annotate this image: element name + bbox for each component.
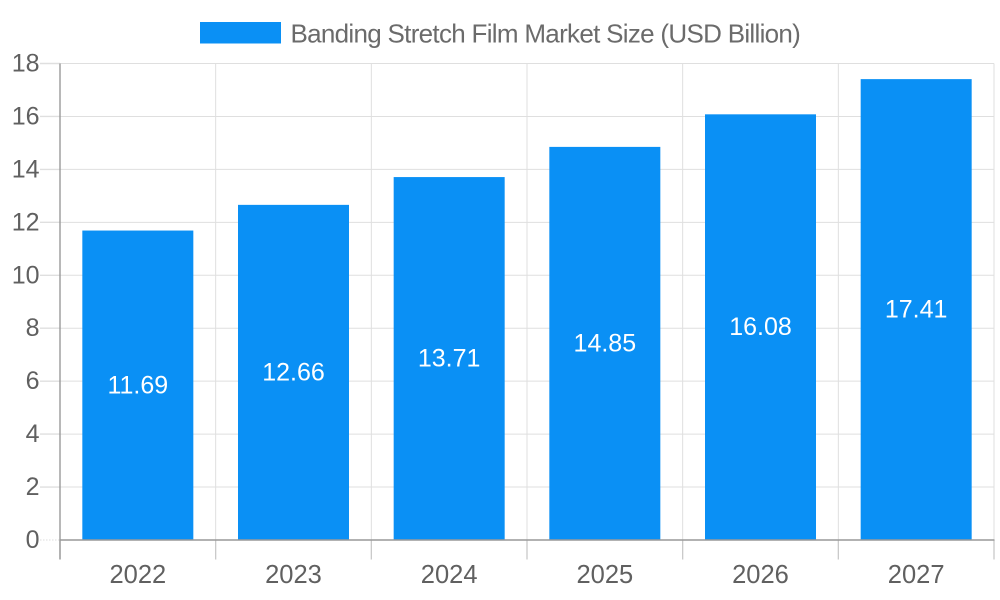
svg-text:2026: 2026 — [732, 561, 789, 589]
svg-text:16.08: 16.08 — [729, 313, 792, 341]
svg-text:11.69: 11.69 — [107, 371, 168, 399]
svg-text:2: 2 — [26, 473, 40, 501]
svg-text:2025: 2025 — [576, 561, 633, 589]
svg-text:4: 4 — [26, 420, 40, 448]
svg-text:14: 14 — [12, 155, 40, 183]
svg-text:2023: 2023 — [265, 561, 322, 589]
svg-text:2027: 2027 — [888, 561, 945, 589]
svg-text:8: 8 — [26, 314, 40, 342]
svg-text:17.41: 17.41 — [885, 296, 948, 324]
svg-text:2022: 2022 — [109, 561, 166, 589]
svg-text:18: 18 — [12, 50, 40, 78]
svg-text:2024: 2024 — [421, 561, 478, 589]
svg-text:0: 0 — [26, 526, 40, 554]
svg-text:6: 6 — [26, 367, 40, 395]
svg-text:14.85: 14.85 — [574, 329, 637, 357]
svg-text:Banding Stretch Film Market Si: Banding Stretch Film Market Size (USD Bi… — [291, 19, 801, 49]
svg-text:12: 12 — [12, 208, 40, 236]
svg-text:13.71: 13.71 — [418, 345, 481, 373]
svg-text:12.66: 12.66 — [262, 358, 325, 386]
svg-text:16: 16 — [12, 102, 40, 130]
svg-text:10: 10 — [12, 261, 40, 289]
